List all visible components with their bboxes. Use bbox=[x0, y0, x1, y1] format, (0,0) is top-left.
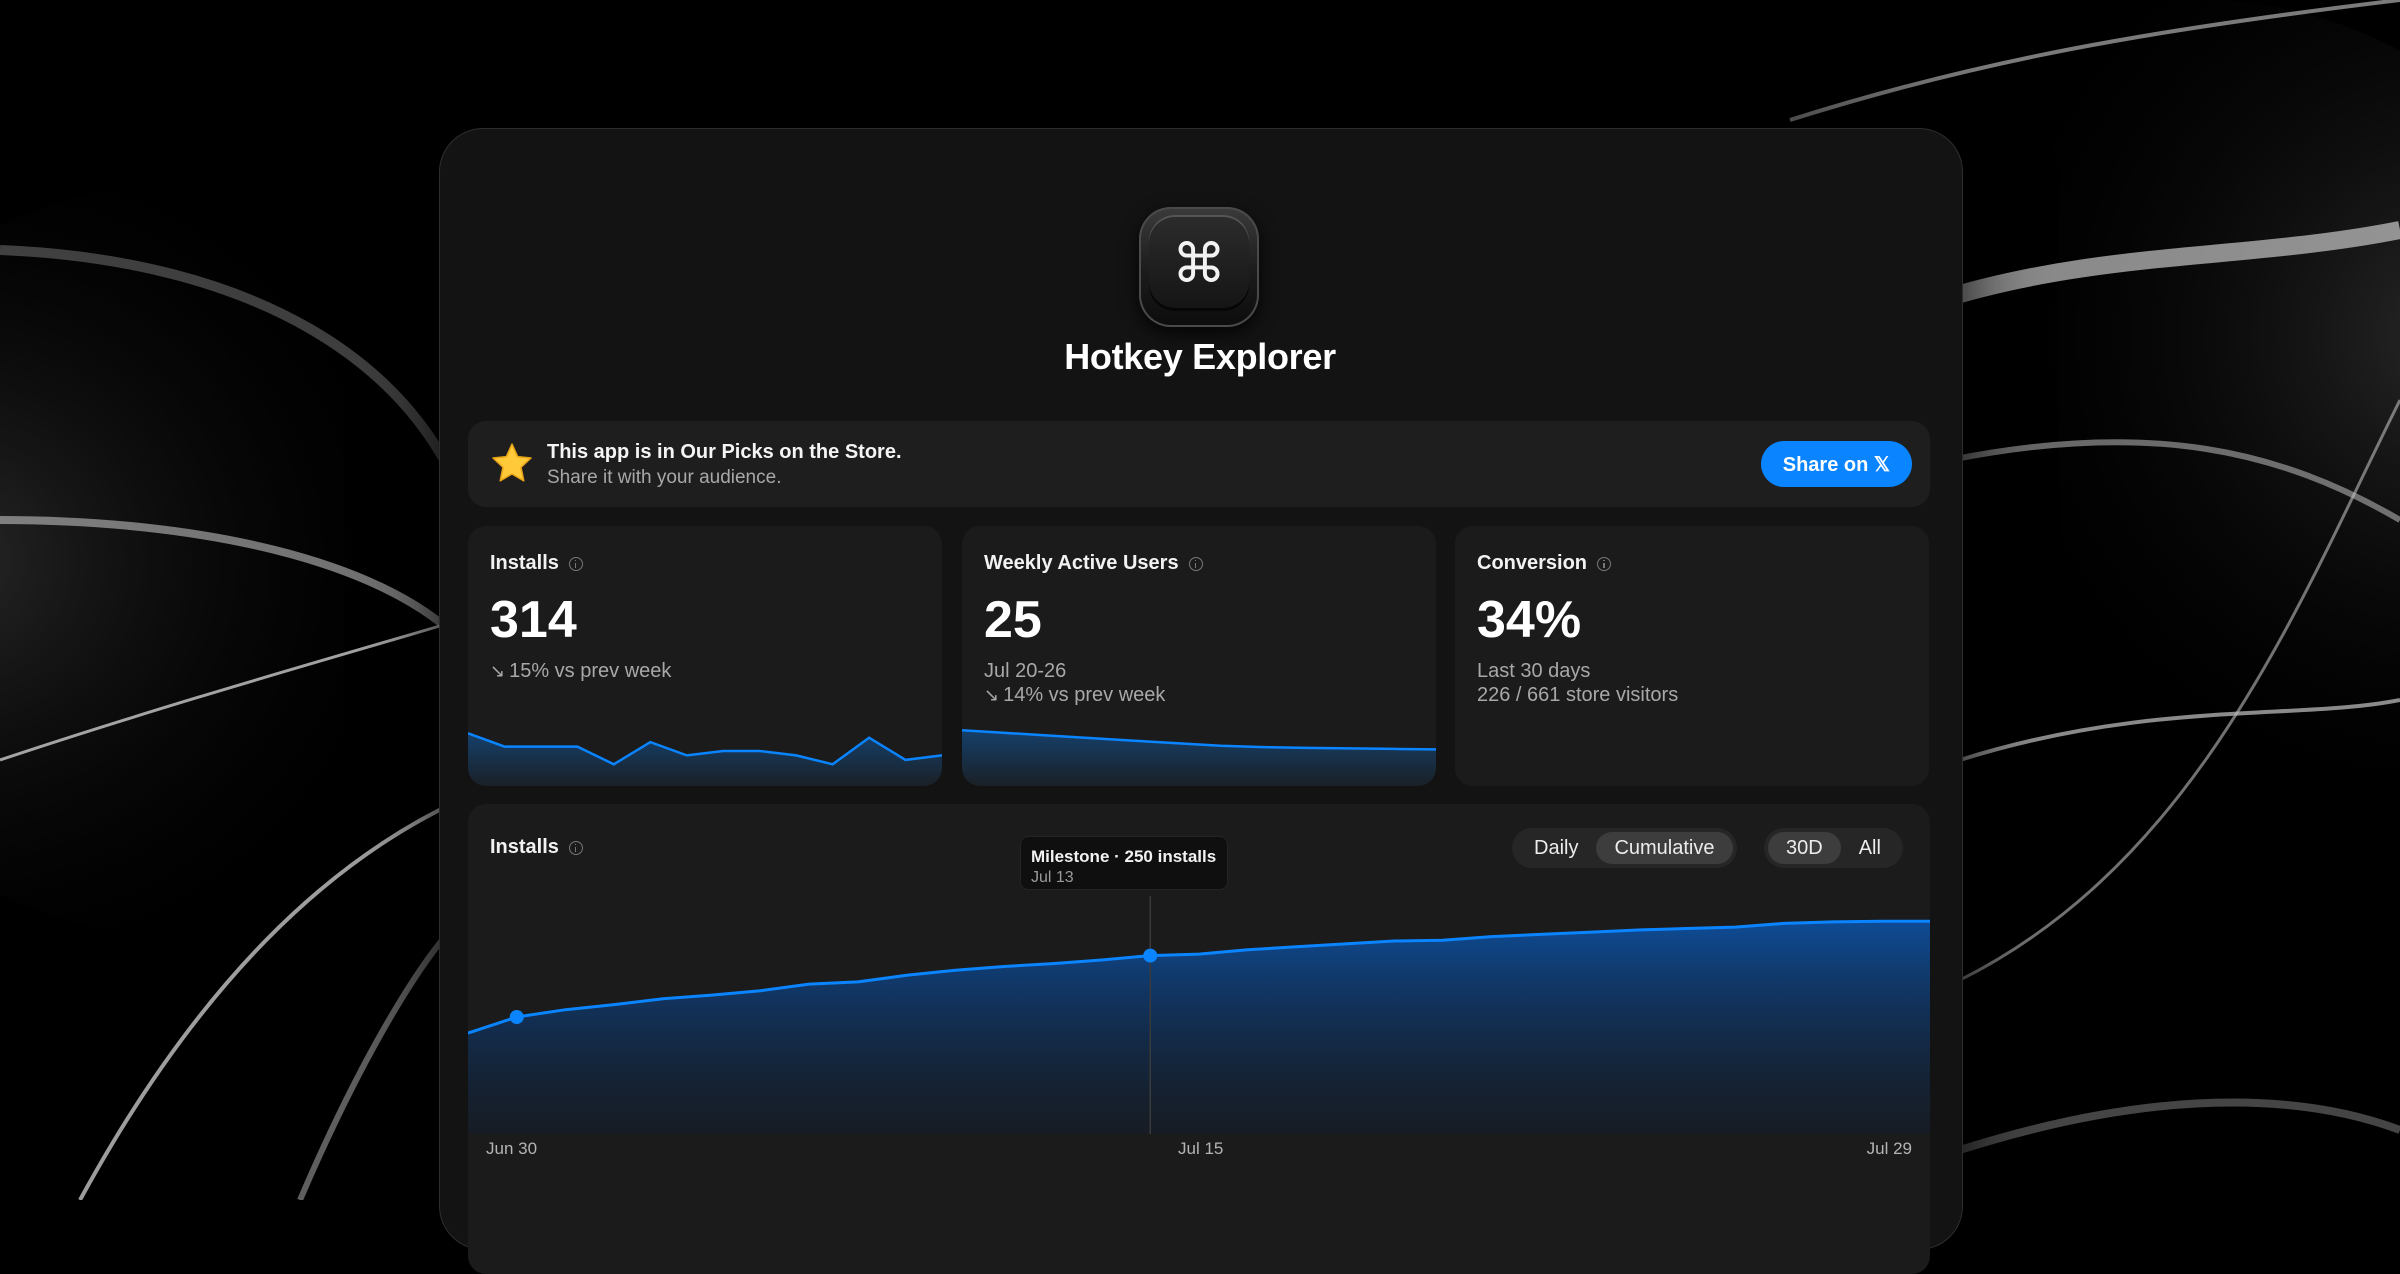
installs-value: 314 bbox=[490, 591, 577, 649]
conversion-card-label: Conversion bbox=[1477, 552, 1588, 574]
installs-trend: ↘ 15% vs prev week bbox=[490, 660, 672, 682]
info-icon[interactable] bbox=[1597, 556, 1612, 571]
x-tick-label: Jul 15 bbox=[1178, 1139, 1224, 1158]
banner-headline: This app is in Our Picks on the Store. bbox=[547, 441, 902, 463]
wau-sparkline bbox=[962, 729, 1436, 786]
data-point-marker[interactable] bbox=[509, 1010, 524, 1024]
mode-toggle: Daily Cumulative bbox=[1512, 828, 1737, 868]
installs-area-fill bbox=[468, 921, 1930, 1134]
wau-date-range: Jul 20-26 bbox=[984, 660, 1067, 682]
range-30d-button[interactable]: 30D bbox=[1768, 832, 1841, 864]
x-tick-label: Jul 29 bbox=[1866, 1139, 1912, 1158]
star-icon bbox=[492, 443, 532, 482]
conversion-card: Conversion 34% Last 30 days 226 / 661 st… bbox=[1455, 526, 1929, 786]
installs-sparkline-line bbox=[468, 732, 942, 766]
installs-chart-label: Installs bbox=[490, 836, 559, 858]
wau-trend: ↘ 14% vs prev week bbox=[984, 684, 1166, 706]
installs-series-line bbox=[468, 919, 1930, 1035]
wau-value: 25 bbox=[984, 591, 1042, 649]
conversion-value: 34% bbox=[1477, 591, 1582, 649]
share-on-x-button[interactable]: Share on 𝕏 bbox=[1760, 441, 1912, 487]
tooltip-title: Milestone · 250 installs bbox=[1031, 847, 1217, 866]
conversion-period: Last 30 days bbox=[1477, 660, 1591, 682]
wau-sparkline-line bbox=[962, 729, 1436, 751]
our-picks-banner: This app is in Our Picks on the Store. S… bbox=[468, 421, 1930, 507]
conversion-visitors: 226 / 661 store visitors bbox=[1477, 684, 1679, 706]
info-icon[interactable] bbox=[568, 840, 583, 855]
range-toggle: 30D All bbox=[1764, 828, 1903, 868]
installs-chart-card: Installs Daily Cumulative 30D All Milest… bbox=[468, 804, 1930, 1274]
mode-cumulative-button[interactable]: Cumulative bbox=[1596, 832, 1733, 864]
x-tick-label: Jun 30 bbox=[486, 1139, 538, 1158]
weekly-active-users-card: Weekly Active Users 25 Jul 20-26 ↘ 14% vs… bbox=[962, 526, 1436, 786]
info-icon[interactable] bbox=[568, 556, 583, 571]
banner-subtext: Share it with your audience. bbox=[547, 467, 782, 488]
info-icon[interactable] bbox=[1188, 556, 1203, 571]
tooltip-date: Jul 13 bbox=[1031, 869, 1074, 886]
trend-down-icon: ↘ bbox=[490, 661, 506, 682]
installs-sparkline bbox=[468, 732, 942, 786]
data-point-marker[interactable] bbox=[1143, 948, 1158, 963]
mode-daily-button[interactable]: Daily bbox=[1516, 832, 1596, 864]
wau-card-label: Weekly Active Users bbox=[984, 552, 1179, 574]
trend-down-icon: ↘ bbox=[984, 685, 1000, 706]
range-all-button[interactable]: All bbox=[1841, 832, 1899, 864]
wau-sparkline-area bbox=[962, 730, 1436, 786]
app-title: Hotkey Explorer bbox=[1064, 336, 1336, 377]
milestone-tooltip: Milestone · 250 installs Jul 13 bbox=[1020, 836, 1228, 890]
command-key-icon: ⌘ bbox=[1149, 215, 1249, 311]
installs-sparkline-area bbox=[468, 733, 942, 786]
app-icon: ⌘ bbox=[1139, 207, 1259, 327]
installs-card-label: Installs bbox=[490, 552, 559, 574]
installs-area-chart[interactable] bbox=[468, 804, 1930, 1274]
installs-card: Installs 314 ↘ 15% vs prev week bbox=[468, 526, 942, 786]
